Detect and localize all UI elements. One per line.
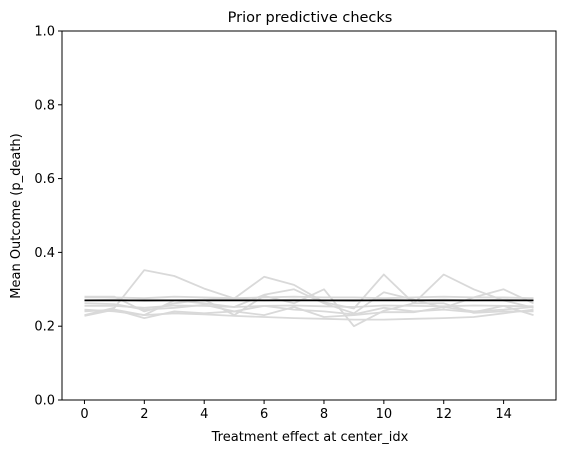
axes-frame [61,30,557,401]
x-tick-label: 14 [495,407,512,422]
series-line-8 [84,308,534,321]
x-tick-label: 8 [320,407,328,422]
x-tick-label: 12 [435,407,452,422]
y-tick-label: 0.8 [34,98,55,113]
series-line-7 [84,304,534,309]
x-axis: 0 2 4 6 8 10 12 14 [80,400,512,422]
series-lines [84,269,534,328]
y-axis: 0.0 0.2 0.4 0.6 0.8 1.0 [34,25,62,409]
y-tick-label: 1.0 [34,25,55,40]
x-tick-label: 2 [140,407,148,422]
x-axis-label: Treatment effect at center_idx [211,430,409,445]
x-tick-label: 4 [200,407,208,422]
x-tick-label: 6 [260,407,268,422]
x-tick-label: 10 [376,407,393,422]
series-line-1 [84,269,534,316]
y-tick-label: 0.6 [34,172,55,187]
series-line-6 [84,295,534,300]
plot-area [84,269,534,328]
y-tick-label: 0.2 [34,320,55,335]
y-tick-label: 0.4 [34,246,55,261]
chart-title: Prior predictive checks [228,10,393,26]
y-axis-label: Mean Outcome (p_death) [9,133,24,298]
series-line-9 [84,302,534,316]
y-tick-label: 0.0 [34,394,55,409]
x-tick-label: 0 [80,407,88,422]
